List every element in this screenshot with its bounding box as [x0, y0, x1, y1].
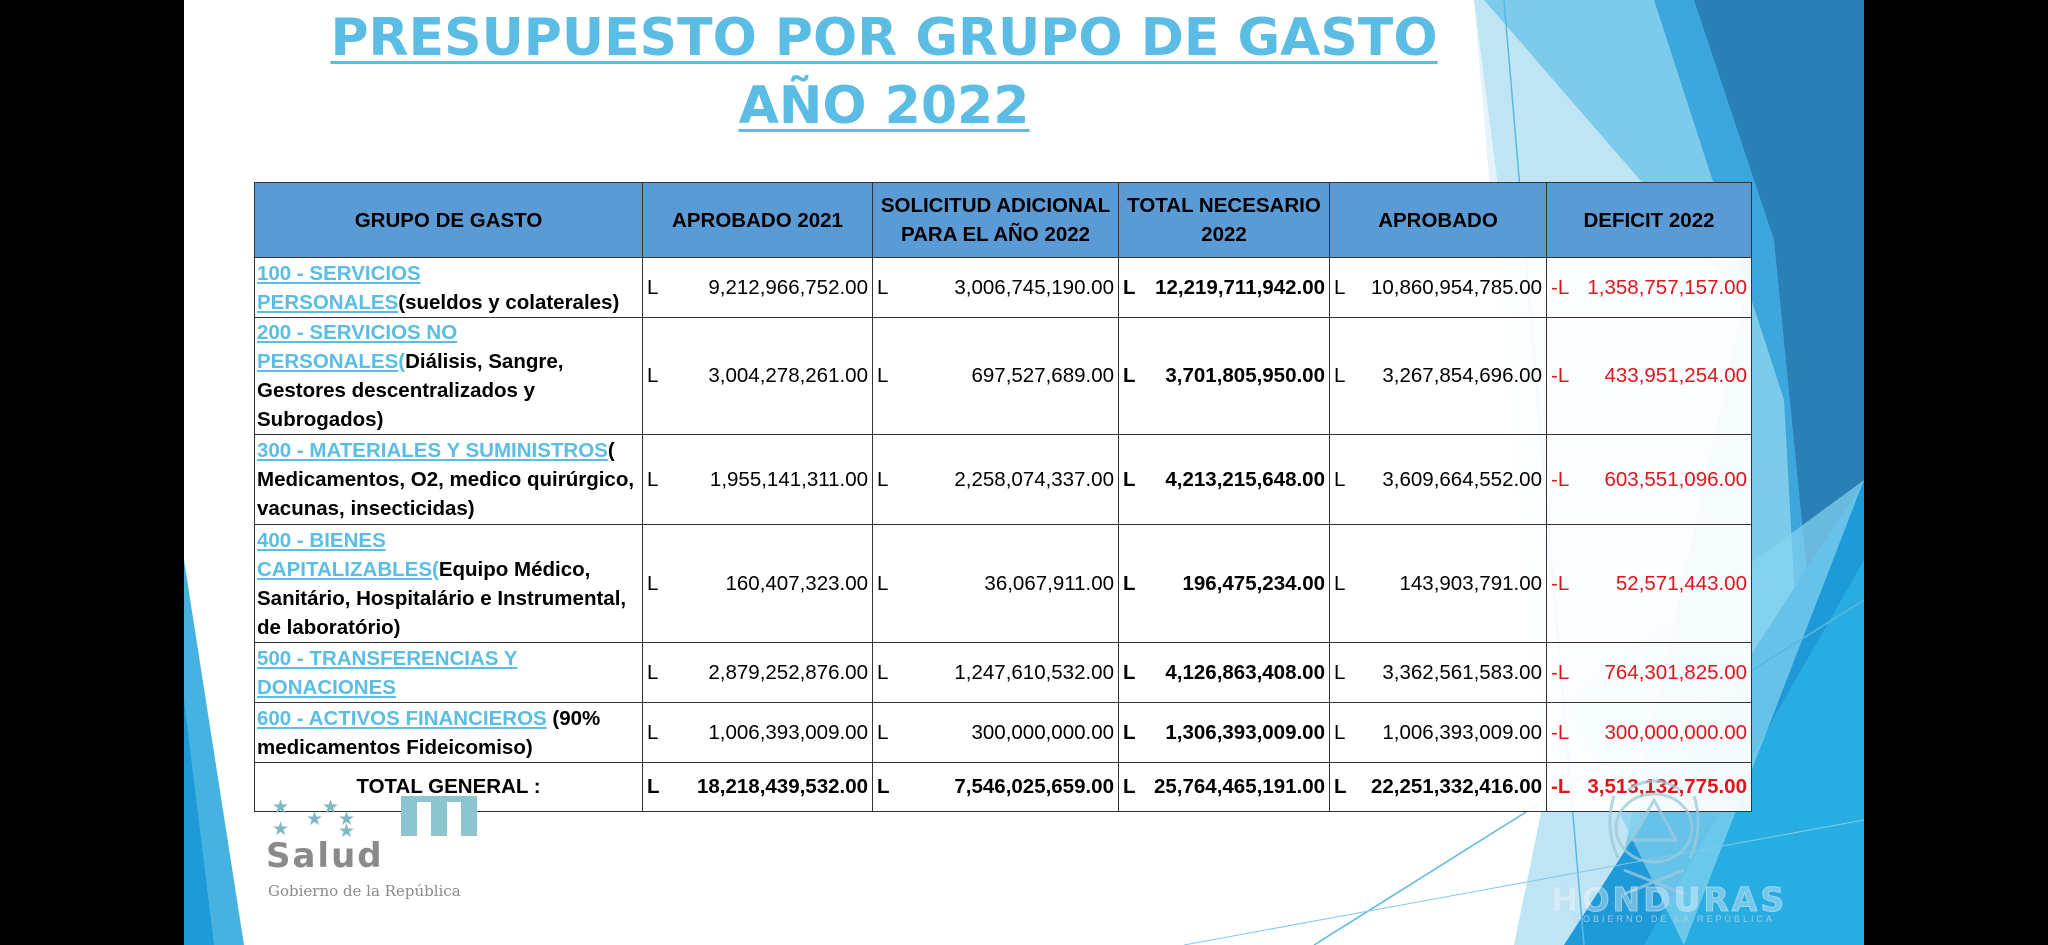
total-deficit: -L 3,513,132,775.00 [1546, 762, 1752, 812]
group-description: Equipo Médico, Sanitário, Hospitalário e… [257, 557, 627, 639]
logo-subtitle: Gobierno de la República [268, 882, 461, 900]
group-code-link[interactable]: 100 - SERVICIOS PERSONALES [257, 261, 421, 314]
group-cell: 600 - ACTIVOS FINANCIEROS (90% medicamen… [254, 702, 643, 763]
header-approved: APROBADO [1329, 182, 1547, 258]
header-total-needed: TOTAL NECESARIO 2022 [1118, 182, 1330, 258]
group-cell: 400 - BIENES CAPITALIZABLES(Equipo Médic… [254, 524, 643, 643]
cell-additional: L 2,258,074,337.00 [872, 434, 1119, 525]
cell-deficit: -L 603,551,096.00 [1546, 434, 1752, 525]
cell-deficit: -L 1,358,757,157.00 [1546, 257, 1752, 318]
cell-total-needed: L 4,126,863,408.00 [1118, 642, 1330, 703]
total-needed: L 25,764,465,191.00 [1118, 762, 1330, 812]
total-approved-2021: L 18,218,439,532.00 [642, 762, 873, 812]
cell-total-needed: L 196,475,234.00 [1118, 524, 1330, 643]
group-description: (sueldos y colaterales) [398, 290, 620, 314]
cell-approved-2021: L 9,212,966,752.00 [642, 257, 873, 318]
table-row: 100 - SERVICIOS PERSONALES(sueldos y col… [254, 257, 1752, 318]
honduras-logo-subtitle: GOBIERNO DE LA REPÚBLICA [1572, 914, 1776, 924]
hospital-h-icon [401, 796, 477, 836]
stars-icon: ★ ★ ★ ★ ★ ★ [272, 797, 356, 842]
table-row: 600 - ACTIVOS FINANCIEROS (90% medicamen… [254, 702, 1752, 763]
header-approved-2021: APROBADO 2021 [642, 182, 873, 258]
cell-approved: L 143,903,791.00 [1329, 524, 1547, 643]
cell-deficit: -L 300,000,000.00 [1546, 702, 1752, 763]
group-code-link[interactable]: 500 - TRANSFERENCIAS Y DONACIONES [257, 646, 518, 699]
group-code-link[interactable]: 200 - SERVICIOS NO PERSONALES [257, 321, 458, 373]
cell-approved-2021: L 160,407,323.00 [642, 524, 873, 643]
cell-additional: L 300,000,000.00 [872, 702, 1119, 763]
cell-approved: L 3,362,561,583.00 [1329, 642, 1547, 703]
header-additional: SOLICITUD ADICIONAL PARA EL AÑO 2022 [872, 182, 1119, 258]
table-row: 300 - MATERIALES Y SUMINISTROS( Medicame… [254, 434, 1752, 525]
cell-approved-2021: L 1,006,393,009.00 [642, 702, 873, 763]
table-row: 500 - TRANSFERENCIAS Y DONACIONES L 2,879,… [254, 642, 1752, 703]
cell-total-needed: L 1,306,393,009.00 [1118, 702, 1330, 763]
group-description: (90% medicamentos Fideicomiso) [257, 706, 601, 759]
table-header-row: GRUPO DE GASTO APROBADO 2021 SOLICITUD A… [254, 182, 1752, 258]
header-deficit: DEFICIT 2022 [1546, 182, 1752, 258]
cell-additional: L 36,067,911.00 [872, 524, 1119, 643]
group-code-link[interactable]: 300 - MATERIALES Y SUMINISTROS [257, 439, 608, 462]
cell-approved-2021: L 2,879,252,876.00 [642, 642, 873, 703]
cell-deficit: -L 764,301,825.00 [1546, 642, 1752, 703]
group-cell: 500 - TRANSFERENCIAS Y DONACIONES [254, 642, 643, 703]
group-cell: 100 - SERVICIOS PERSONALES(sueldos y col… [254, 257, 643, 318]
salud-logo: ★ ★ ★ ★ ★ ★ Salud Gobierno de la Repúbli… [266, 796, 556, 906]
group-code-link[interactable]: 400 - BIENES CAPITALIZABLES [257, 528, 433, 581]
logo-word: Salud [266, 836, 384, 876]
cell-approved: L 3,609,664,552.00 [1329, 434, 1547, 525]
cell-approved-2021: L 1,955,141,311.00 [642, 434, 873, 525]
cell-additional: L 1,247,610,532.00 [872, 642, 1119, 703]
table-row: 400 - BIENES CAPITALIZABLES(Equipo Médic… [254, 524, 1752, 643]
cell-total-needed: L 12,219,711,942.00 [1118, 257, 1330, 318]
cell-additional: L 3,006,745,190.00 [872, 257, 1119, 318]
cell-approved-2021: L 3,004,278,261.00 [642, 317, 873, 435]
page-title: PRESUPUESTO POR GRUPO DE GASTO AÑO 2022 [330, 8, 1438, 136]
group-code-link[interactable]: 600 - ACTIVOS FINANCIEROS [257, 706, 547, 730]
group-cell: 200 - SERVICIOS NO PERSONALES(Diálisis, … [254, 317, 643, 435]
group-cell: 300 - MATERIALES Y SUMINISTROS( Medicame… [254, 434, 643, 525]
table-row: 200 - SERVICIOS NO PERSONALES(Diálisis, … [254, 317, 1752, 435]
group-paren: ( [432, 557, 439, 581]
cell-total-needed: L 3,701,805,950.00 [1118, 317, 1330, 435]
budget-table: GRUPO DE GASTO APROBADO 2021 SOLICITUD A… [254, 182, 1752, 812]
header-group: GRUPO DE GASTO [254, 182, 643, 258]
cell-approved: L 3,267,854,696.00 [1329, 317, 1547, 435]
honduras-logo-text: HONDURAS [1550, 880, 1788, 920]
slide: PRESUPUESTO POR GRUPO DE GASTO AÑO 2022 … [184, 0, 1864, 945]
group-description: Diálisis, Sangre, Gestores descentraliza… [257, 350, 564, 431]
cell-total-needed: L 4,213,215,648.00 [1118, 434, 1330, 525]
coat-of-arms-icon [1608, 779, 1700, 896]
cell-approved: L 10,860,954,785.00 [1329, 257, 1547, 318]
group-paren: ( [398, 350, 406, 373]
total-approved: L 22,251,332,416.00 [1329, 762, 1547, 812]
cell-additional: L 697,527,689.00 [872, 317, 1119, 435]
total-additional: L 7,546,025,659.00 [872, 762, 1119, 812]
group-description: ( Medicamentos, O2, medico quirúrgico, v… [257, 439, 635, 520]
cell-deficit: -L 433,951,254.00 [1546, 317, 1752, 435]
cell-deficit: -L 52,571,443.00 [1546, 524, 1752, 643]
cell-approved: L 1,006,393,009.00 [1329, 702, 1547, 763]
